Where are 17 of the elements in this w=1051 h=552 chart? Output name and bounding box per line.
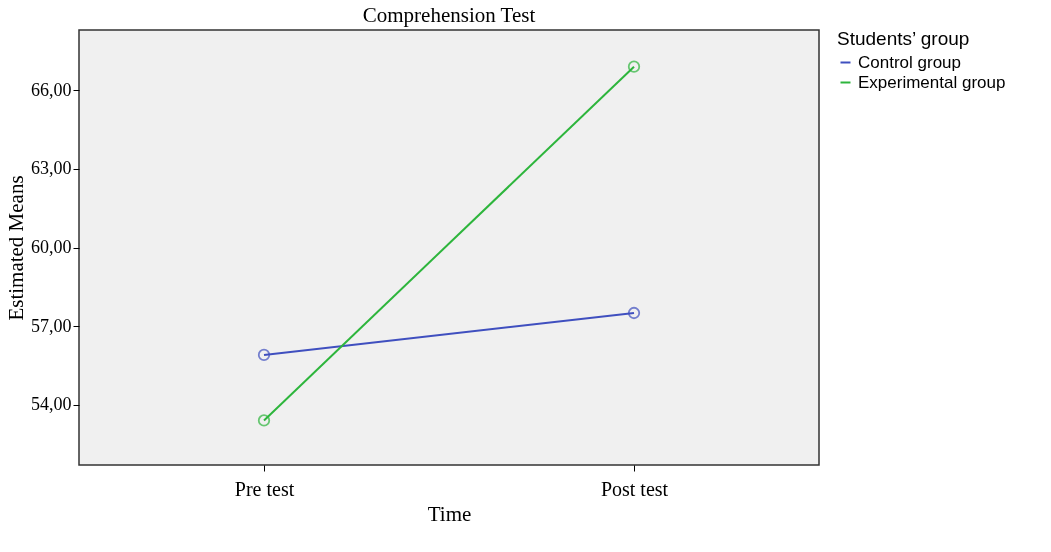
y-tick-label: 63,00 (31, 158, 72, 179)
legend-title: Students’ group (837, 28, 970, 49)
x-axis-title: Time (427, 501, 472, 526)
point (627, 306, 641, 320)
x-tick-label: Post test (600, 477, 669, 500)
legend-label: Control group (858, 52, 962, 72)
legend-label: Experimental group (858, 72, 1006, 92)
y-axis-title: Estimated Means (4, 175, 28, 321)
y-tick-label: 54,00 (31, 394, 72, 415)
chart-title: Comprehension Test (362, 3, 536, 27)
y-tick-label: 60,00 (31, 237, 72, 257)
y-tick-label: 57,00 (31, 315, 72, 336)
point (627, 60, 641, 73)
point (257, 348, 271, 362)
point (257, 414, 271, 427)
y-tick-label: 66,00 (31, 79, 72, 100)
x-tick-label: Pre test (234, 477, 295, 500)
